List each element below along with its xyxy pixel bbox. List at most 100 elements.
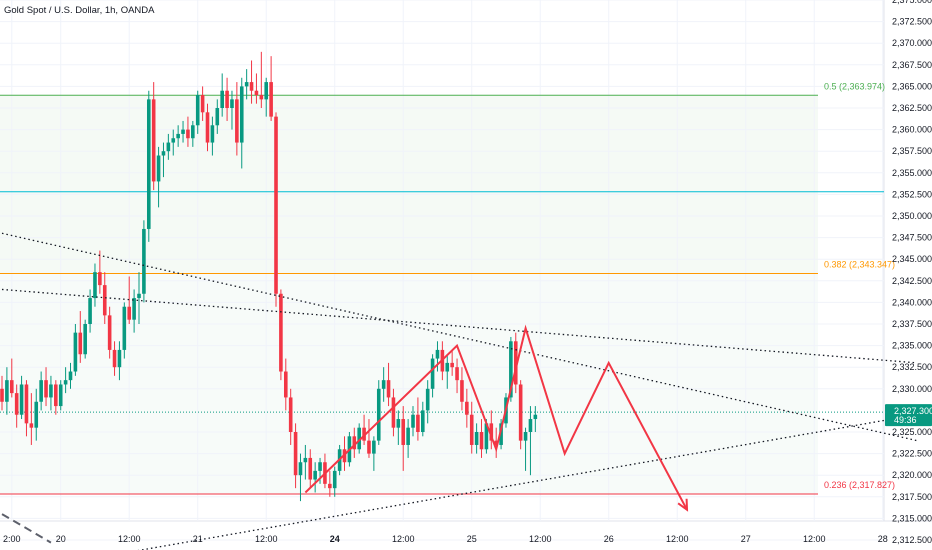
x-tick-label: 24 (330, 534, 340, 544)
chart-title: Gold Spot / U.S. Dollar, 1h, OANDA (4, 5, 155, 16)
y-tick-label: 2,340.000 (892, 297, 932, 307)
candle-body (244, 82, 249, 87)
candle-body (186, 129, 190, 139)
y-tick-label: 2,345.000 (892, 254, 932, 264)
candle-body (112, 349, 117, 368)
candle-body (117, 349, 122, 368)
x-tick-label: 27 (741, 534, 751, 544)
candle-body (195, 95, 200, 126)
candle-body (102, 285, 107, 316)
candle-body (376, 388, 381, 441)
candle-body (122, 306, 127, 350)
candle-body (372, 440, 376, 454)
candle-body (479, 432, 484, 450)
y-tick-label: 2,355.000 (892, 168, 932, 178)
candle-body (313, 470, 317, 480)
price-axis-background (884, 0, 932, 550)
candle-body (332, 470, 337, 489)
x-tick-label: 12:00 (529, 534, 552, 544)
candle-body (63, 380, 68, 385)
x-tick-label: 12:00 (666, 534, 689, 544)
candle-body (200, 95, 205, 113)
candle-body (171, 138, 176, 143)
candle-body (14, 393, 19, 415)
y-tick-label: 2,367.500 (892, 60, 932, 70)
candle-body (230, 99, 234, 108)
candle-body (455, 367, 459, 381)
candle-body (142, 228, 146, 294)
fib-zone-lower (0, 273, 818, 494)
candle-body (328, 483, 332, 489)
candle-body (19, 384, 24, 415)
candle-body (249, 82, 254, 91)
candle-body (166, 142, 171, 152)
ascending-support-trendline (137, 414, 918, 550)
y-tick-label: 2,320.000 (892, 470, 932, 480)
candle-body (83, 324, 87, 355)
candle-body (239, 86, 244, 143)
y-tick-label: 2,342.500 (892, 276, 932, 286)
candle-body (386, 380, 391, 398)
candle-body (68, 371, 73, 381)
candle-body (518, 384, 523, 441)
candle-body (54, 384, 58, 407)
y-tick-label: 2,352.500 (892, 189, 932, 199)
current-price-label: 2,327.300 (894, 406, 932, 416)
candle-body (127, 306, 132, 320)
candle-body (293, 432, 298, 476)
candle-body (460, 380, 464, 402)
candle-body (269, 82, 273, 117)
candle-body (235, 99, 239, 143)
candle-body (73, 332, 78, 372)
y-tick-label: 2,325.000 (892, 427, 932, 437)
x-tick-label: 12:00 (118, 534, 141, 544)
candle-body (445, 362, 450, 372)
y-tick-label: 2,347.500 (892, 233, 932, 243)
upper-descending-trendline (1, 232, 918, 442)
y-tick-label: 2,312.500 (892, 535, 932, 545)
x-tick-label: 25 (467, 534, 477, 544)
x-tick-label: 20 (56, 534, 66, 544)
x-tick-label: 2:00 (3, 534, 21, 544)
candle-body (318, 462, 322, 471)
candle-body (494, 440, 498, 445)
zigzag-projection (304, 324, 688, 511)
candle-body (420, 410, 425, 432)
candle-body (425, 388, 430, 411)
candle-body (88, 298, 92, 324)
candle-body (39, 380, 43, 402)
candle-body (367, 440, 371, 454)
candle-body (469, 414, 474, 445)
candle-body (391, 397, 396, 428)
candle-body (132, 298, 136, 320)
candle-body (499, 423, 503, 445)
candle-body (406, 427, 410, 445)
y-tick-label: 2,357.500 (892, 146, 932, 156)
candle-body (220, 90, 224, 108)
candle-body (161, 151, 166, 156)
candle-body (416, 414, 420, 432)
candle-body (176, 133, 180, 139)
fib-label-2: 0.236 (2,317.827) (824, 480, 895, 490)
x-tick-label: 12:00 (392, 534, 415, 544)
candle-body (205, 112, 210, 143)
candle-body (381, 380, 386, 389)
y-tick-label: 2,332.500 (892, 362, 932, 372)
candle-body (254, 90, 259, 96)
candle-body (93, 272, 97, 299)
candle-body (357, 427, 361, 450)
candle-body (303, 457, 308, 463)
x-tick-label: 28 (878, 534, 888, 544)
candle-body (78, 332, 83, 355)
fib-zone-upper (0, 95, 818, 274)
y-tick-label: 2,370.000 (892, 38, 932, 48)
y-tick-label: 2,360.000 (892, 125, 932, 135)
candle-body (465, 401, 469, 415)
candle-body (146, 99, 151, 229)
candle-body (509, 341, 513, 398)
candle-body (107, 315, 112, 350)
candle-body (533, 414, 538, 420)
y-tick-label: 2,350.000 (892, 211, 932, 221)
